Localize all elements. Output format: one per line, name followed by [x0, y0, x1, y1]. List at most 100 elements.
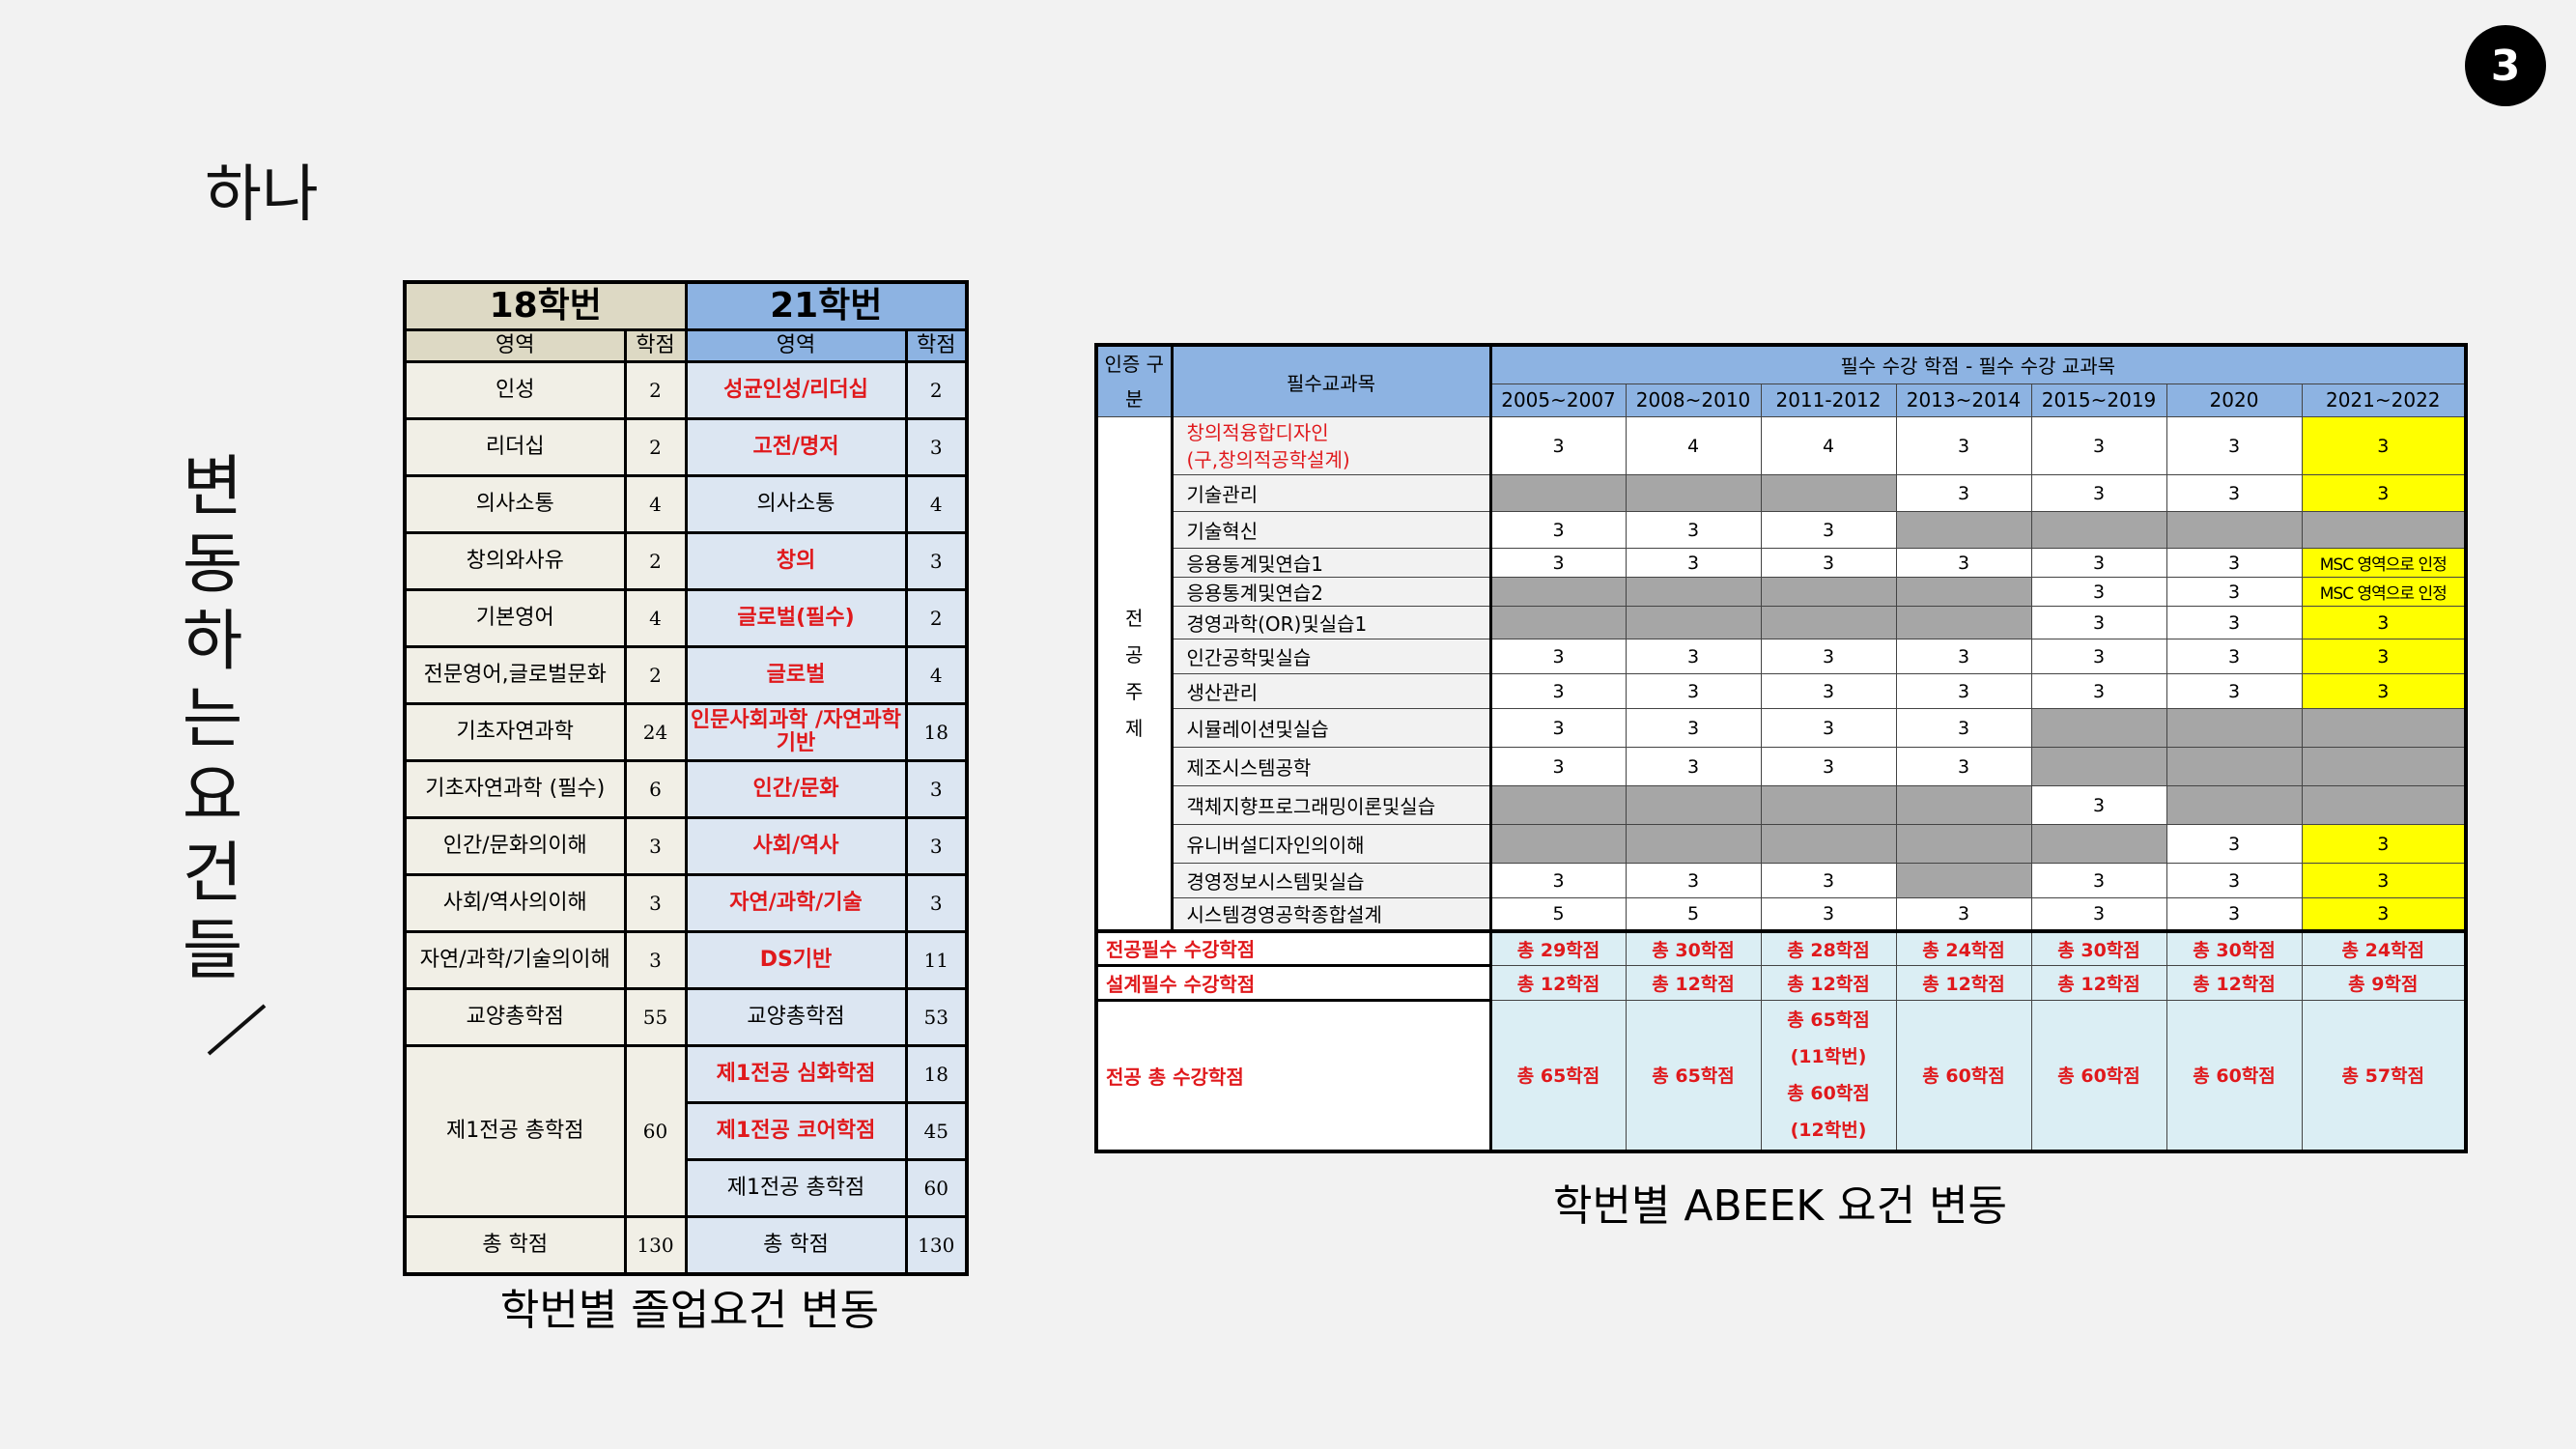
vertical-title: 변동하는 요건들	[182, 449, 243, 989]
credit-cell: 3	[2301, 416, 2467, 475]
credit-cell	[1760, 785, 1897, 825]
course-header: 필수교과목	[1171, 344, 1492, 417]
year-header: 2011-2012	[1760, 383, 1897, 418]
area-21: 인문사회과학 /자연과학기반	[684, 702, 908, 762]
credit-cell	[1895, 824, 2032, 864]
area-18: 기본영어	[403, 588, 627, 648]
credit-cell: 3	[1760, 673, 1897, 709]
credit-cell: 3	[2030, 548, 2167, 578]
table-row: 전문영어,글로벌문화 2 글로벌 4	[403, 645, 969, 705]
total-area-18: 총 학점	[403, 1215, 627, 1275]
credit-cell	[2301, 785, 2467, 825]
slash-decoration	[207, 1004, 267, 1056]
course-name-line: (구,창의적공학설계)	[1186, 447, 1350, 471]
credit-21: 3	[904, 759, 969, 819]
major-area-18: 제1전공 총학점	[403, 1044, 627, 1218]
total-credits-row: 전공 총 수강학점 총 65학점 총 65학점 총 65학점 (11학번) 총 60학점(…	[1095, 1000, 2467, 1152]
credit-cell	[2166, 511, 2303, 549]
summary-line: (12학번)	[1790, 1119, 1867, 1141]
area-21: 인간/문화	[684, 759, 908, 819]
area-18: 교양총학점	[403, 987, 627, 1047]
credit-cell: 3	[1625, 708, 1762, 748]
summary-cell: 총 9학점	[2301, 965, 2467, 1001]
course-row: 응용통계및연습1 3 3 3 3 3 3 MSC 영역으로 인정	[1096, 548, 2467, 578]
area-21: 글로벌(필수)	[684, 588, 908, 648]
course-row: 객체지향프로그래밍이론및실습 3	[1096, 785, 2467, 825]
credit-cell	[2030, 824, 2167, 864]
table-row: 자연/과학/기술의이해 3 DS기반 11	[403, 930, 969, 990]
credit-cell: 3	[2030, 639, 2167, 674]
credit-cell	[2030, 747, 2167, 786]
table-row: 기초자연과학 (필수) 6 인간/문화 3	[403, 759, 969, 819]
total-area-21: 총 학점	[684, 1215, 908, 1275]
course-name: 인간공학및실습	[1171, 639, 1492, 674]
credit-cell: 3	[2166, 897, 2303, 931]
group-header: 필수 수강 학점 - 필수 수강 교과목	[1489, 344, 2467, 384]
credit-cell	[2166, 747, 2303, 786]
major-credit-21: 45	[904, 1101, 969, 1161]
major-credit-21: 60	[904, 1158, 969, 1218]
credit-cell: 3	[2166, 416, 2303, 475]
credit-cell: 3	[2030, 897, 2167, 931]
credit-cell	[1895, 863, 2032, 898]
area-18: 인성	[403, 360, 627, 420]
sub-credit-18: 학점	[623, 328, 688, 363]
course-name: 경영정보시스템및실습	[1171, 863, 1492, 898]
credit-cell: 3	[2301, 673, 2467, 709]
summary-cell: 총 12학점	[1489, 965, 1627, 1001]
summary-cell: 총 12학점	[1895, 965, 2032, 1001]
year-header: 2020	[2166, 383, 2303, 418]
graduation-caption: 학번별 졸업요건 변동	[499, 1286, 880, 1335]
credit-cell: 3	[2030, 673, 2167, 709]
section-label: 하나	[205, 159, 319, 231]
summary-cell: 총 12학점	[1625, 965, 1762, 1001]
summary-line: (11학번)	[1790, 1045, 1867, 1067]
header-21: 21학번	[684, 280, 969, 331]
credit-cell: MSC 영역으로 인정	[2301, 548, 2467, 578]
credit-cell	[2030, 708, 2167, 748]
course-row: 응용통계및연습2 3 3 MSC 영역으로 인정	[1096, 577, 2467, 607]
credit-21: 2	[904, 360, 969, 420]
summary-cell: 총 65학점	[1489, 1000, 1627, 1151]
summary-cell: 총 60학점	[2166, 1000, 2303, 1151]
course-row: 제조시스템공학 3 3 3 3	[1096, 747, 2467, 786]
credit-cell: 3	[2166, 548, 2303, 578]
table-row: 제1전공 총학점 60	[405, 1158, 969, 1218]
table-row: 기초자연과학 24 인문사회과학 /자연과학기반 18	[403, 702, 969, 762]
credit-cell: 3	[2030, 416, 2167, 475]
table-row: 사회/역사의이해 3 자연/과학/기술 3	[403, 873, 969, 933]
credit-cell: 3	[2166, 824, 2303, 864]
area-21: 사회/역사	[684, 816, 908, 876]
area-18: 리더십	[403, 417, 627, 477]
sub-credit-21: 학점	[904, 328, 969, 363]
credit-cell	[1760, 577, 1897, 607]
credit-cell: 4	[1760, 416, 1897, 475]
credit-cell: 3	[1489, 708, 1627, 748]
credit-cell: 3	[2166, 606, 2303, 639]
area-21: 창의	[684, 531, 908, 591]
course-name: 경영과학(OR)및실습1	[1171, 606, 1492, 639]
credit-cell: 3	[1489, 511, 1627, 549]
abeek-requirements-table: 인증 구분 필수교과목 필수 수강 학점 - 필수 수강 교과목 2005~20…	[1094, 343, 2468, 1153]
course-name: 시스템경영공학종합설계	[1171, 897, 1492, 931]
course-name: 기술관리	[1171, 474, 1492, 512]
credit-cell: 3	[2166, 673, 2303, 709]
credit-18: 2	[623, 417, 688, 477]
credit-cell	[2030, 511, 2167, 549]
credit-cell: 3	[1895, 416, 2032, 475]
credit-cell: 3	[1895, 548, 2032, 578]
credit-18: 3	[623, 930, 688, 990]
summary-label: 전공필수 수강학점	[1095, 928, 1492, 967]
credit-18: 3	[623, 873, 688, 933]
credit-cell	[1489, 606, 1627, 639]
credit-cell: 3	[2301, 824, 2467, 864]
credit-cell: 3	[2030, 606, 2167, 639]
credit-cell: 3	[1625, 863, 1762, 898]
credit-cell	[1760, 606, 1897, 639]
summary-cell: 총 60학점	[2030, 1000, 2167, 1151]
credit-cell: 3	[1489, 863, 1627, 898]
category-char: 공	[1125, 642, 1144, 667]
credit-21: 4	[904, 474, 969, 534]
credit-21: 3	[904, 873, 969, 933]
credit-21: 3	[904, 816, 969, 876]
